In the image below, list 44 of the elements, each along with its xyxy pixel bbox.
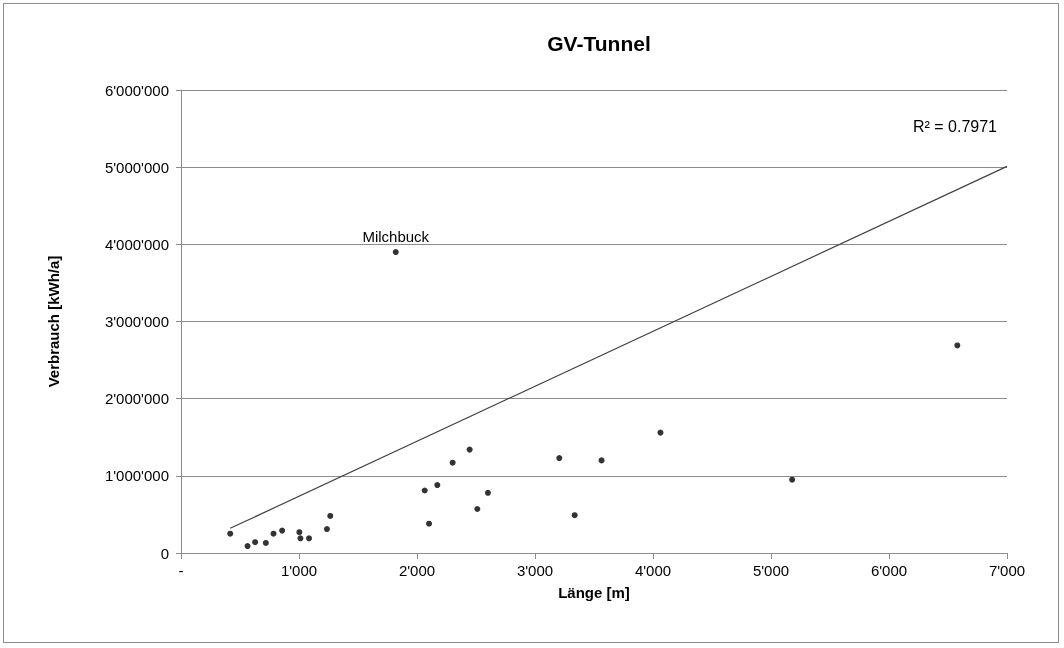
- y-tick-label: 6'000'000: [104, 81, 169, 99]
- point: [474, 506, 481, 513]
- point: [262, 539, 269, 546]
- point: [270, 530, 277, 537]
- x-tick-label: 5'000: [752, 562, 790, 579]
- point: [392, 249, 399, 256]
- x-tick-label: 3'000: [516, 562, 554, 579]
- point: [426, 520, 433, 527]
- point: [466, 446, 473, 453]
- point: [598, 457, 605, 464]
- x-tick-label: -: [178, 562, 184, 579]
- point: [279, 527, 286, 534]
- point: [449, 459, 456, 466]
- point: [657, 429, 664, 436]
- point: [556, 455, 563, 462]
- point: [323, 526, 330, 533]
- x-tick-label: 4'000: [634, 562, 672, 579]
- y-tick-label: 4'000'000: [104, 235, 169, 253]
- x-tick-label: 2'000: [398, 562, 436, 579]
- point: [954, 342, 961, 349]
- x-tick-label: 7'000: [988, 562, 1026, 579]
- point: [789, 476, 796, 483]
- point: [484, 489, 491, 496]
- annotation: R² = 0.7971: [912, 117, 998, 135]
- point: [327, 512, 334, 519]
- y-tick-label: 2'000'000: [104, 390, 169, 408]
- x-tick-label: 1'000: [280, 562, 318, 579]
- point: [297, 535, 304, 542]
- y-axis-title: Verbrauch [kWh/a]: [45, 255, 62, 388]
- y-tick-label: 1'000'000: [104, 467, 169, 485]
- x-tick-label: 6'000: [870, 562, 908, 579]
- chart-title: GV-Tunnel: [547, 32, 651, 55]
- annotation: Milchbuck: [362, 228, 430, 246]
- y-tick-label: 0: [160, 544, 169, 562]
- y-tick-label: 5'000'000: [104, 158, 169, 176]
- point: [571, 512, 578, 519]
- point: [306, 535, 313, 542]
- point: [296, 529, 303, 536]
- point: [434, 482, 441, 489]
- point: [244, 543, 251, 550]
- point: [227, 530, 234, 537]
- y-tick-label: 3'000'000: [104, 313, 169, 330]
- x-axis-title: Länge [m]: [558, 584, 630, 601]
- point: [252, 539, 259, 546]
